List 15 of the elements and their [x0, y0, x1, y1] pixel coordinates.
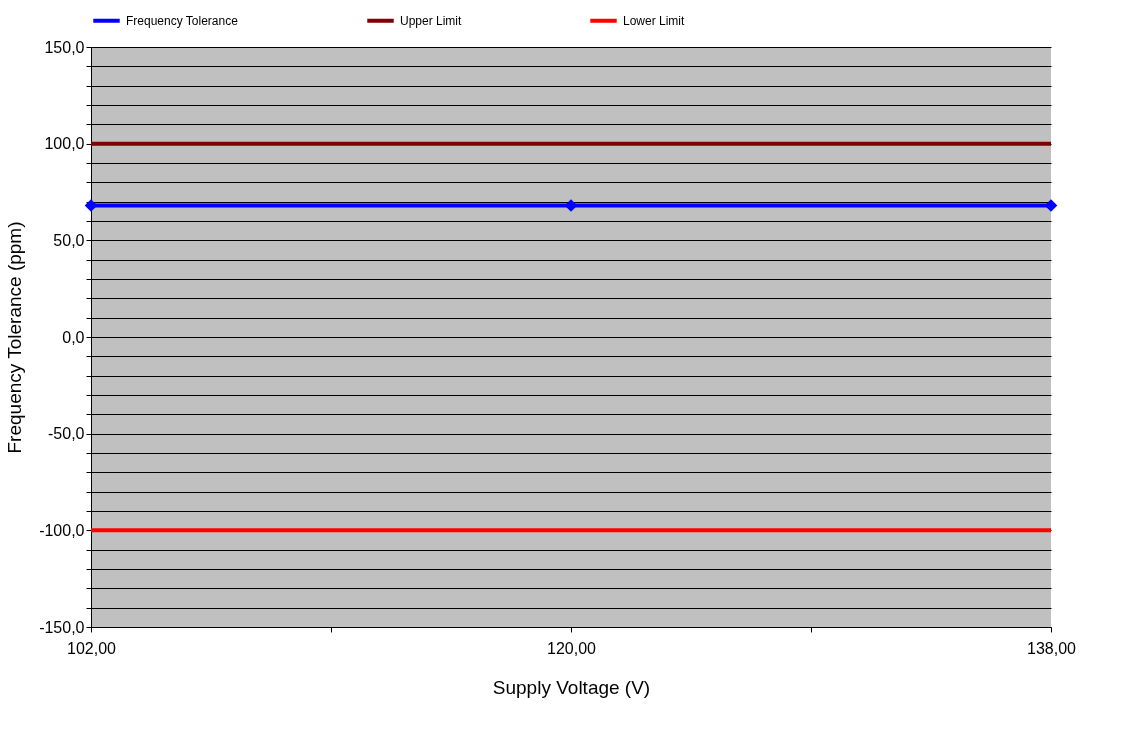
y-tick-label: -100,0 [39, 521, 85, 539]
y-tick-label: 100,0 [44, 135, 85, 153]
y-axis-title: Frequency Tolerance (ppm) [4, 221, 26, 454]
x-tick-label: 102,00 [67, 639, 117, 657]
legend-label: Frequency Tolerance [126, 13, 239, 28]
y-tick-label: -150,0 [39, 618, 85, 636]
x-tick-label: 120,00 [547, 639, 597, 657]
y-tick-label: 50,0 [53, 231, 85, 249]
y-tick-label: -50,0 [48, 425, 85, 443]
y-tick-label: 150,0 [44, 38, 85, 56]
x-axis-title: Supply Voltage (V) [492, 676, 651, 698]
legend-label: Upper Limit [400, 13, 463, 28]
y-tick-label: 0,0 [62, 328, 85, 346]
x-tick-label: 138,00 [1027, 639, 1077, 657]
legend-label: Lower Limit [623, 13, 686, 28]
